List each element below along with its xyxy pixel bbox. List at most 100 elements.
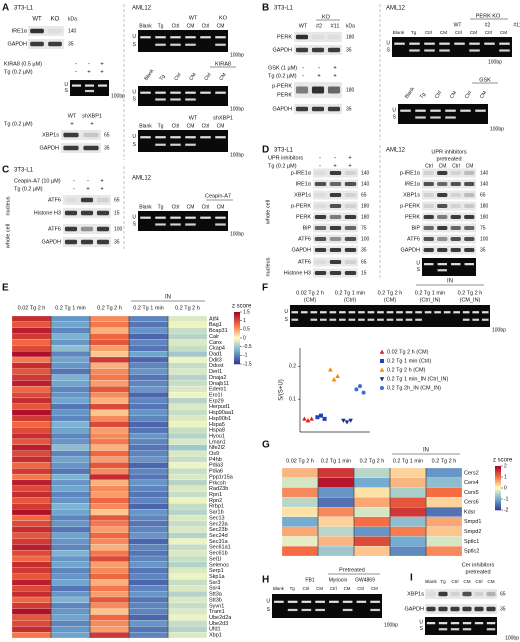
band — [344, 248, 357, 252]
gel-band — [462, 318, 470, 321]
heat-cell — [89, 573, 130, 580]
label: BiP — [411, 225, 420, 231]
band — [450, 204, 461, 208]
heat-cell — [353, 477, 391, 488]
heat-cell — [89, 620, 130, 627]
band — [63, 145, 79, 151]
gel-band — [434, 311, 441, 314]
heat-cell — [11, 339, 52, 346]
label: Ctrl — [425, 30, 432, 35]
label: IN — [423, 448, 429, 454]
heat-cell — [353, 516, 391, 527]
gel-band — [84, 89, 95, 93]
heat-cell — [128, 462, 169, 469]
label: Blank — [139, 123, 152, 129]
heat-cell — [11, 491, 52, 498]
blot — [294, 32, 342, 42]
label: AML12 — [132, 176, 152, 182]
gel-band — [474, 622, 484, 625]
heat-cell — [11, 596, 52, 603]
heat-cell — [11, 444, 52, 451]
point — [341, 418, 346, 423]
heat-cell — [89, 432, 130, 440]
heat-cell — [89, 602, 130, 609]
label: + — [100, 179, 104, 185]
band — [64, 197, 78, 203]
heat-cell — [50, 620, 91, 627]
heat-cell — [167, 321, 208, 328]
band — [437, 171, 448, 175]
band — [311, 34, 325, 40]
point — [331, 377, 337, 382]
heat-cell — [167, 339, 208, 346]
gel-band — [185, 43, 196, 46]
label: CM — [217, 23, 225, 29]
heat-cell — [50, 315, 91, 322]
gel-band — [445, 116, 456, 119]
label: WT — [189, 115, 198, 121]
gene-label: Rrbp1 — [209, 504, 224, 510]
band — [438, 591, 448, 597]
gel-band — [291, 318, 299, 321]
gel-band — [405, 311, 413, 314]
gel-band — [438, 622, 448, 625]
heat-cell — [89, 532, 130, 539]
colorbar — [234, 332, 240, 335]
heat-cell — [50, 538, 91, 545]
label: B — [262, 3, 269, 14]
label: z score — [493, 458, 513, 464]
gel-band — [215, 223, 226, 226]
label: CM — [217, 123, 225, 129]
heat-cell — [89, 345, 130, 352]
gel-band — [185, 98, 196, 101]
gene-label: Kdsr — [464, 509, 475, 515]
label: - — [319, 164, 321, 170]
legend-marker — [379, 349, 385, 354]
heat-cell — [128, 591, 169, 598]
heat-cell — [167, 485, 208, 492]
label: Histone H3 — [284, 270, 311, 276]
blot — [63, 224, 111, 234]
label: F — [262, 283, 268, 294]
heat-cell — [167, 374, 208, 381]
label: U — [132, 89, 136, 95]
label: 100bp — [230, 106, 244, 112]
colorbar — [495, 490, 501, 493]
label: U — [386, 40, 390, 46]
label: S — [393, 115, 397, 121]
label: Ctrl — [485, 30, 492, 35]
gel-band — [454, 42, 465, 45]
label: Tg — [440, 579, 446, 584]
gel-band — [358, 311, 365, 314]
label: IRE1α — [405, 181, 421, 187]
heat-cell — [89, 520, 130, 527]
heat-cell — [167, 421, 208, 428]
gene-label: Ube2d3 — [209, 621, 228, 627]
gel-band — [356, 600, 367, 603]
band — [486, 591, 496, 597]
gene-label: Stt3a — [209, 592, 223, 598]
band — [311, 86, 325, 94]
label: nucleus — [5, 196, 11, 215]
heat-cell — [50, 573, 91, 580]
heat-cell — [11, 614, 52, 621]
label: - — [302, 74, 304, 80]
heat-cell — [128, 415, 169, 422]
band — [30, 41, 44, 47]
band — [327, 106, 341, 112]
gel-band — [409, 42, 420, 45]
heat-cell — [50, 567, 91, 574]
label: 0.2 Tg 1 min — [335, 290, 365, 296]
heat-cell — [128, 602, 169, 609]
heat-cell — [89, 421, 130, 428]
gene-label: Os9 — [209, 451, 219, 457]
gene-label: Erp29 — [209, 398, 224, 404]
gel-band — [445, 109, 456, 112]
gene-label: Sec24d — [209, 533, 228, 539]
label: WT — [454, 22, 462, 28]
heat-cell — [50, 550, 91, 557]
label: WT — [299, 23, 308, 29]
label: 35 — [500, 606, 506, 612]
gel — [272, 594, 382, 618]
heat-cell — [128, 333, 169, 340]
